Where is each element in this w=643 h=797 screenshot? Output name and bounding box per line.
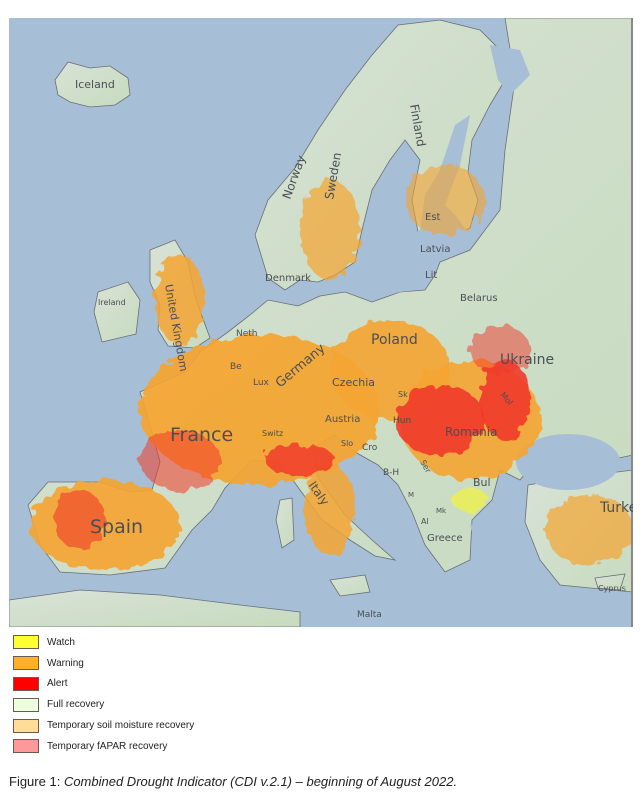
swatch-full-recovery [13, 697, 39, 712]
legend: Watch Warning Alert Full recovery Tempor… [13, 632, 194, 757]
label-bul: Bul [473, 476, 491, 489]
label-austria: Austria [325, 414, 360, 425]
aegean-sea [470, 515, 520, 570]
africa [9, 589, 301, 627]
legend-item-soil-moisture-recovery: Temporary soil moisture recovery [13, 715, 194, 736]
inner-seas [340, 45, 620, 570]
label-bh: B-H [383, 468, 399, 478]
legend-label: Full recovery [47, 699, 105, 711]
swatch-fapar-recovery [13, 739, 39, 754]
warning-area [545, 495, 633, 565]
label-denmark: Denmark [265, 273, 311, 284]
label-be: Be [230, 362, 242, 372]
label-iceland: Iceland [75, 78, 115, 91]
warning-area [405, 165, 485, 235]
legend-label: Temporary soil moisture recovery [47, 720, 195, 732]
label-romania: Romania [445, 425, 497, 439]
label-spain: Spain [90, 516, 143, 538]
label-czechia: Czechia [332, 376, 375, 389]
label-neth: Neth [236, 329, 258, 339]
label-mk: Mk [436, 507, 447, 515]
warning-area [155, 255, 205, 345]
white-sea [490, 45, 530, 95]
swatch-warning [13, 656, 39, 671]
label-france: France [170, 424, 233, 446]
label-m: M [408, 491, 414, 499]
alert-area [470, 325, 530, 375]
label-latvia: Latvia [420, 244, 450, 255]
label-est: Est [425, 212, 441, 223]
label-sk: Sk [398, 390, 408, 399]
corsica-sardinia [275, 497, 295, 549]
drought-map: Iceland Norway Sweden Finland Est Latvia… [9, 18, 633, 627]
label-turkey: Turkey [599, 500, 633, 516]
map-edge [631, 18, 633, 627]
legend-label: Watch [47, 636, 75, 648]
label-hun: Hun [393, 416, 411, 426]
legend-item-full-recovery: Full recovery [13, 694, 194, 715]
legend-label: Temporary fAPAR recovery [47, 740, 168, 752]
legend-item-warning: Warning [13, 653, 194, 674]
legend-label: Alert [47, 678, 68, 690]
alert-area [480, 360, 530, 440]
label-al: Al [421, 517, 429, 526]
legend-item-alert: Alert [13, 674, 194, 695]
caption-text: Combined Drought Indicator (CDI v.2.1) –… [63, 774, 458, 789]
legend-label: Warning [47, 657, 84, 669]
alert-area [140, 430, 220, 490]
caption-prefix: Figure 1: [9, 774, 61, 789]
sicily [329, 574, 371, 597]
swatch-soil-moisture-recovery [13, 718, 39, 733]
black-sea [516, 434, 620, 490]
cyprus [594, 573, 626, 591]
label-belarus: Belarus [460, 293, 498, 304]
label-cyprus: Cyprus [598, 584, 626, 593]
legend-item-fapar-recovery: Temporary fAPAR recovery [13, 736, 194, 757]
label-ireland: Ireland [98, 298, 126, 307]
swatch-alert [13, 676, 39, 691]
alert-area [395, 385, 485, 455]
baltic-sea [370, 115, 470, 300]
iceland [54, 61, 131, 108]
adriatic-sea [340, 455, 410, 528]
label-cro: Cro [362, 443, 378, 453]
label-lux: Lux [253, 378, 270, 388]
warning-area [305, 465, 355, 555]
label-ukraine: Ukraine [500, 352, 554, 368]
legend-item-watch: Watch [13, 632, 194, 653]
label-slo: Slo [341, 439, 353, 448]
ireland [93, 281, 141, 343]
alert-area [265, 445, 335, 475]
drought-overlay [30, 165, 633, 570]
watch-area [452, 488, 488, 512]
label-malta: Malta [357, 610, 382, 620]
alert-area [55, 490, 105, 550]
label-lit: Lit [425, 270, 437, 281]
figure-caption: Figure 1: Combined Drought Indicator (CD… [9, 774, 457, 789]
label-poland: Poland [371, 332, 418, 348]
label-greece: Greece [427, 533, 463, 544]
swatch-watch [13, 635, 39, 650]
warning-area [300, 180, 360, 280]
label-switz: Switz [262, 429, 283, 438]
